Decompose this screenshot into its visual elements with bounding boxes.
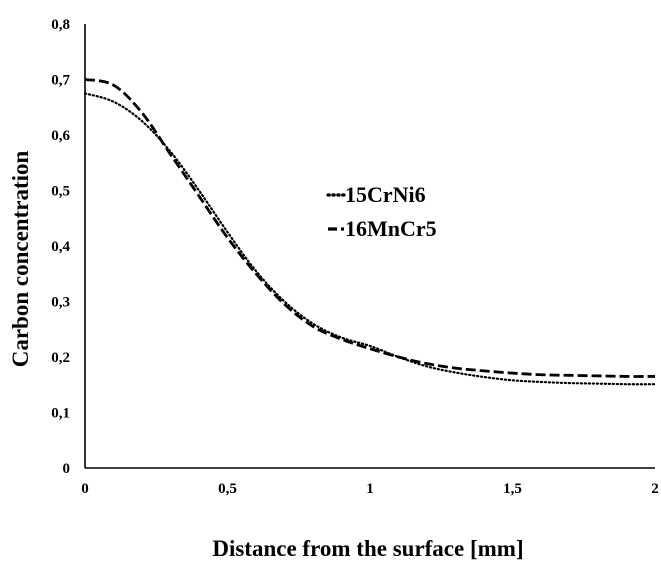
x-tick-label: 0 [81, 481, 89, 497]
x-tick-label: 1 [366, 481, 374, 497]
legend-label-16mncr5: 16MnCr5 [345, 216, 437, 241]
series-line-15crni6 [83, 92, 657, 386]
series-lines [83, 78, 657, 386]
y-tick-label: 0,5 [51, 184, 70, 200]
y-tick-label: 0,1 [51, 406, 70, 422]
x-tick-label: 0,5 [218, 481, 237, 497]
y-tick-label: 0,3 [51, 295, 70, 311]
x-tick-label: 1,5 [503, 481, 522, 497]
y-tick-label: 0,4 [51, 239, 70, 255]
series-line-16mncr5 [84, 78, 656, 378]
y-axis-title: Carbon concentration [8, 151, 33, 368]
axes [84, 24, 655, 469]
legend: 15CrNi6 16MnCr5 [326, 182, 437, 241]
legend-label-15crni6: 15CrNi6 [345, 182, 426, 207]
x-tick-labels: 0 0,5 1 1,5 2 [81, 481, 659, 497]
y-tick-label: 0 [63, 461, 71, 477]
y-tick-label: 0,7 [51, 73, 70, 89]
y-tick-label: 0,8 [51, 17, 70, 33]
y-tick-label: 0,2 [51, 350, 70, 366]
x-axis-title: Distance from the surface [mm] [212, 536, 523, 561]
y-tick-label: 0,6 [51, 128, 70, 144]
x-tick-label: 2 [651, 481, 659, 497]
y-tick-labels: 0 0,1 0,2 0,3 0,4 0,5 0,6 0,7 0,8 [51, 17, 70, 477]
